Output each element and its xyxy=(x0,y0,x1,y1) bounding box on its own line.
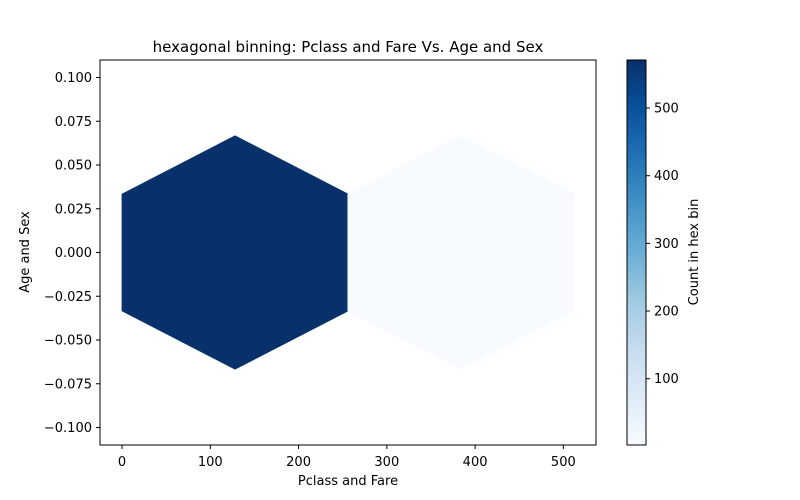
y-tick-label: −0.075 xyxy=(44,377,92,392)
y-tick-label: −0.050 xyxy=(44,334,92,349)
colorbar-tick-label: 200 xyxy=(654,305,679,320)
colorbar-label: Count in hex bin xyxy=(687,199,702,306)
x-tick-label: 400 xyxy=(463,455,488,470)
colorbar-ticks: 100 200 300 400 500 xyxy=(646,102,679,387)
y-tick-label: −0.100 xyxy=(44,421,92,436)
x-tick-label: 100 xyxy=(198,455,223,470)
y-tick-label: 0.075 xyxy=(55,115,92,130)
colorbar-gradient xyxy=(627,60,646,445)
y-tick-label: 0.050 xyxy=(55,159,92,174)
colorbar-frame xyxy=(626,59,647,446)
y-tick-label: −0.025 xyxy=(44,290,92,305)
y-axis-ticks: −0.100 −0.075 −0.050 −0.025 0.000 0.025 0.050 0… xyxy=(44,71,100,436)
x-tick-label: 200 xyxy=(286,455,311,470)
y-axis-label: Age and Sex xyxy=(18,211,33,293)
colorbar-tick-label: 100 xyxy=(654,372,679,387)
hex-bin xyxy=(347,135,575,370)
x-axis-label: Pclass and Fare xyxy=(298,474,398,489)
x-axis-ticks: 0 100 200 300 400 500 xyxy=(118,445,576,470)
x-tick-label: 500 xyxy=(551,455,576,470)
x-tick-label: 0 xyxy=(118,455,126,470)
colorbar: 100 200 300 400 500 Count in hex bin xyxy=(626,59,702,446)
plot-area xyxy=(99,59,597,446)
colorbar-tick-label: 500 xyxy=(654,102,679,117)
chart-title: hexagonal binning: Pclass and Fare Vs. A… xyxy=(153,38,544,56)
y-tick-label: 0.000 xyxy=(55,246,92,261)
hex-layer xyxy=(121,135,575,370)
colorbar-tick-label: 300 xyxy=(654,237,679,252)
colorbar-tick-label: 400 xyxy=(654,169,679,184)
x-tick-label: 300 xyxy=(374,455,399,470)
y-tick-label: 0.025 xyxy=(55,202,92,217)
y-tick-label: 0.100 xyxy=(55,71,92,86)
